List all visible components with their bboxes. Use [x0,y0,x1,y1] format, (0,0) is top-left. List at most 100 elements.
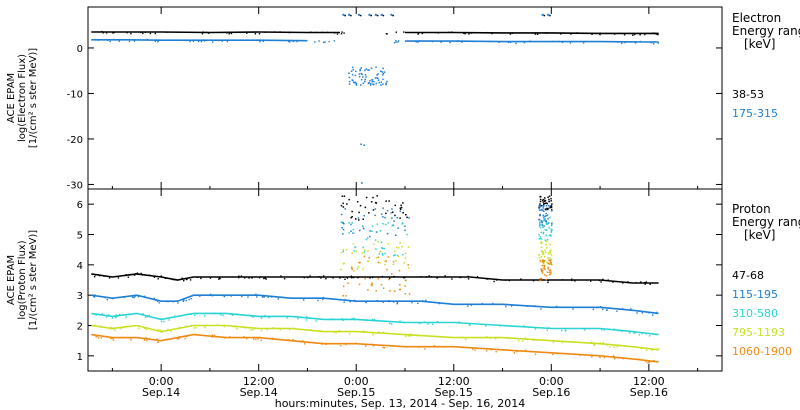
series-point [534,328,537,330]
burst-point [538,238,540,240]
series-point [487,277,489,280]
series-point [318,40,320,42]
isolated-point [363,144,366,146]
series-point [107,39,109,42]
burst-point [371,80,373,83]
series-point [417,41,419,43]
burst-point [385,212,387,215]
series-point [178,335,181,338]
series-point [468,324,471,327]
series-point [629,332,631,334]
series-point [341,318,343,320]
series-point [340,33,343,35]
series-point [232,314,234,316]
burst-point [550,230,553,232]
burst-point [376,77,378,79]
burst-point [396,217,399,219]
series-point [469,323,471,326]
series-point [98,275,101,277]
burst-point [392,260,395,263]
burst-point [351,252,353,254]
series-point [415,41,417,43]
burst-point [549,257,551,259]
burst-point [358,219,360,221]
series-point [529,40,531,42]
series-point [396,303,398,305]
series-point [437,276,439,278]
burst-point [361,252,363,254]
y-axis-label: log(Proton Flux) [17,240,28,319]
top-dot [547,13,550,16]
burst-point [539,279,542,282]
series-point [241,295,243,298]
x-tick-date-label: Sep.16 [532,386,570,399]
series-point [635,282,637,284]
burst-point [352,66,354,69]
burst-point [543,266,545,268]
burst-point [358,211,360,214]
series-point [199,295,201,297]
series-point [621,308,624,310]
series-point [424,348,426,350]
series-point [653,41,655,43]
series-point [636,312,638,314]
series-point [457,40,459,42]
burst-point [538,234,540,236]
burst-point [546,261,548,264]
x-tick-date-label: Sep.14 [142,386,180,399]
series-point [202,31,204,33]
series-point [200,41,203,43]
series-point [157,40,160,42]
burst-point [369,82,372,85]
series-point [523,41,526,44]
burst-point [377,277,380,280]
series-point [98,337,100,339]
series-point [184,337,186,340]
burst-point [544,197,546,199]
burst-point [541,272,544,274]
series-point [609,346,611,348]
series-point [552,40,555,43]
series-point [273,31,276,33]
series-point [651,349,653,351]
series-point [382,346,384,349]
series-point [168,319,170,321]
series-point [213,312,215,314]
burst-point [359,261,361,264]
burst-point [369,230,371,232]
burst-point [358,76,361,78]
burst-point [539,206,541,208]
series-point [112,328,115,330]
series-point [641,332,643,335]
series-point [206,324,208,327]
burst-point [405,214,407,216]
burst-point [549,273,552,275]
burst-point [373,80,375,83]
burst-point [549,234,552,236]
x-tick-time-label: 0:00 [539,375,564,388]
series-point [644,283,646,285]
burst-point [350,265,353,268]
burst-point [362,246,364,249]
series-point [122,337,124,339]
burst-point [541,199,544,201]
series-point [279,329,282,331]
burst-point [550,254,553,256]
top-dot [376,14,379,17]
legend-entry-310-580: 310-580 [732,307,778,320]
series-point [264,31,266,33]
burst-point [545,278,547,281]
series-point [119,337,122,339]
burst-point [394,250,396,253]
series-point [197,40,200,43]
burst-point [542,220,545,222]
series-point [420,276,422,278]
series-point [111,337,114,340]
series-point [335,332,337,334]
burst-point [546,247,548,249]
burst-point [358,262,360,264]
series-point [93,276,96,278]
series-point [632,34,634,36]
burst-point [545,240,548,243]
series-point [138,327,140,329]
